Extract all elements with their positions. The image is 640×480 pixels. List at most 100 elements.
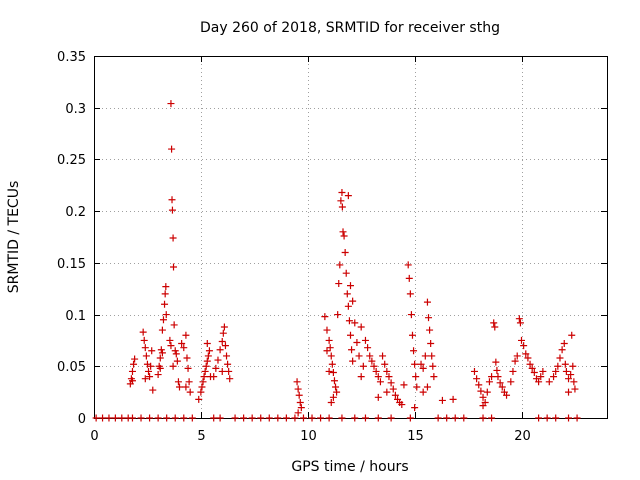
data-point <box>408 331 416 339</box>
data-point <box>186 388 194 396</box>
grid-lines <box>94 56 607 418</box>
data-point <box>167 342 175 350</box>
data-point <box>257 414 265 422</box>
data-point <box>349 357 357 365</box>
data-point <box>146 373 154 381</box>
data-point <box>398 401 406 409</box>
data-point <box>156 354 164 362</box>
data-point <box>182 331 190 339</box>
data-point <box>493 366 501 374</box>
data-point <box>218 337 226 345</box>
data-point <box>341 249 349 257</box>
x-tick-label: 5 <box>197 429 205 444</box>
data-point <box>178 340 186 348</box>
data-point <box>168 196 176 204</box>
data-point <box>111 414 119 422</box>
data-point <box>220 323 228 331</box>
data-point <box>364 344 372 352</box>
data-point <box>240 414 248 422</box>
data-point <box>198 383 206 391</box>
data-point <box>361 414 369 422</box>
x-axis-label: GPS time / hours <box>291 459 408 475</box>
data-point <box>430 373 438 381</box>
data-point <box>567 371 575 379</box>
data-point <box>387 414 395 422</box>
data-point <box>159 316 167 324</box>
data-point <box>565 375 573 383</box>
data-point <box>299 414 307 422</box>
data-point <box>368 357 376 365</box>
data-point <box>383 388 391 396</box>
data-point <box>344 302 352 310</box>
data-point <box>137 414 145 422</box>
data-point <box>149 386 157 394</box>
data-point <box>337 197 345 205</box>
data-point <box>438 396 446 404</box>
data-point <box>308 414 316 422</box>
data-point <box>216 346 224 354</box>
data-point <box>323 326 331 334</box>
data-point <box>210 373 218 381</box>
data-point <box>326 344 334 352</box>
y-tick-label: 0.05 <box>57 360 86 375</box>
data-point <box>180 414 188 422</box>
data-point <box>565 414 573 422</box>
data-point <box>552 414 560 422</box>
data-point <box>349 297 357 305</box>
data-point <box>170 263 178 271</box>
data-point <box>488 414 496 422</box>
data-point <box>142 352 150 360</box>
data-point <box>141 375 149 383</box>
data-point <box>225 367 233 375</box>
data-point <box>321 313 329 321</box>
data-point <box>329 393 337 401</box>
data-point <box>158 326 166 334</box>
data-point <box>535 414 543 422</box>
data-point <box>342 269 350 277</box>
data-point <box>511 357 519 365</box>
data-point <box>571 385 579 393</box>
data-point <box>488 373 496 381</box>
data-point <box>205 347 213 355</box>
data-point <box>560 340 568 348</box>
data-point <box>479 414 487 422</box>
data-point <box>154 371 162 379</box>
data-point <box>374 414 382 422</box>
data-point <box>535 378 543 386</box>
data-point <box>171 414 179 422</box>
data-point <box>351 414 359 422</box>
data-point <box>423 298 431 306</box>
data-point <box>156 364 164 372</box>
data-point <box>451 414 459 422</box>
data-point <box>483 388 491 396</box>
chart-title: Day 260 of 2018, SRMTID for receiver sth… <box>200 20 500 36</box>
data-point <box>351 319 359 327</box>
data-point <box>163 414 171 422</box>
data-point <box>383 367 391 375</box>
data-point <box>479 402 487 410</box>
data-point <box>291 414 299 422</box>
data-point <box>376 378 384 386</box>
data-point <box>470 367 478 375</box>
data-point <box>173 357 181 365</box>
data-point <box>539 367 547 375</box>
data-point <box>330 377 338 385</box>
data-point <box>340 232 348 240</box>
data-point <box>92 414 100 422</box>
data-point <box>400 381 408 389</box>
data-point <box>357 323 365 331</box>
data-point <box>297 404 305 412</box>
data-point <box>204 352 212 360</box>
data-point <box>419 388 427 396</box>
data-point <box>197 388 205 396</box>
data-point <box>161 290 169 298</box>
data-point <box>168 206 176 214</box>
data-point <box>558 346 566 354</box>
data-point <box>334 311 342 319</box>
data-point <box>411 360 419 368</box>
data-point <box>372 367 380 375</box>
y-tick-label: 0.3 <box>65 102 86 117</box>
data-point <box>381 360 389 368</box>
data-point <box>412 373 420 381</box>
data-point <box>475 381 483 389</box>
